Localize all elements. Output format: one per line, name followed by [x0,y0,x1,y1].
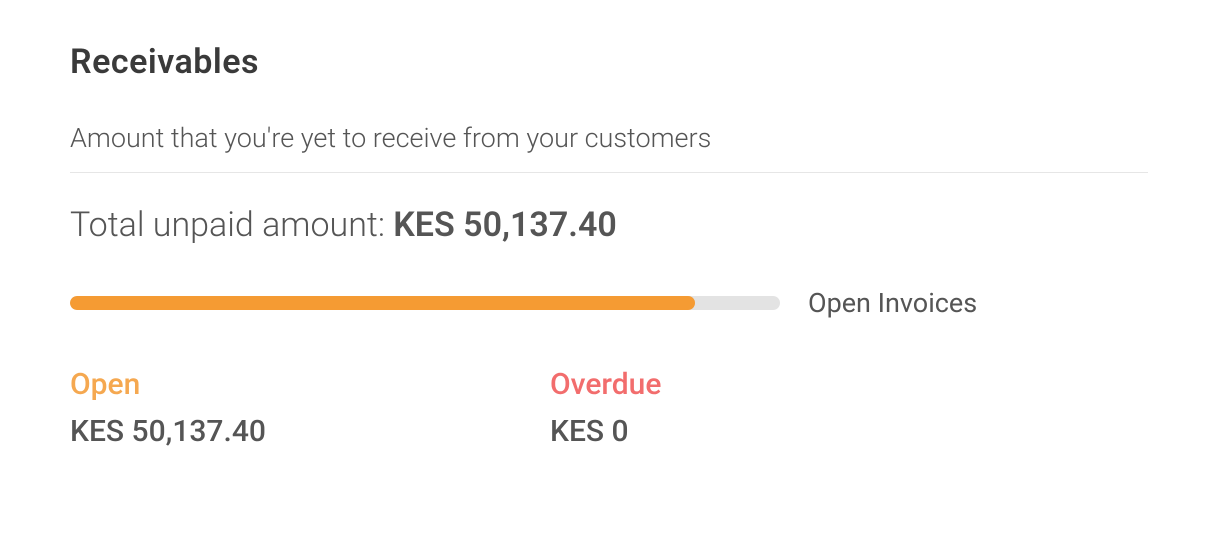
total-unpaid-row: Total unpaid amount: KES 50,137.40 [70,205,1148,245]
stat-overdue-label: Overdue [550,367,1148,402]
total-unpaid-amount: KES 50,137.40 [393,205,617,245]
page-title: Receivables [70,42,1148,82]
progress-row: Open Invoices [70,287,1148,319]
stat-open: Open KES 50,137.40 [70,367,550,449]
stats-row: Open KES 50,137.40 Overdue KES 0 [70,367,1148,449]
divider [70,172,1148,173]
progress-track [70,296,780,310]
progress-label[interactable]: Open Invoices [808,287,977,319]
progress-fill [70,296,695,310]
page-subtitle: Amount that you're yet to receive from y… [70,122,1148,154]
stat-open-label: Open [70,367,550,402]
stat-overdue: Overdue KES 0 [550,367,1148,449]
stat-overdue-value: KES 0 [550,414,1148,449]
total-unpaid-label: Total unpaid amount: [70,205,393,245]
stat-open-value: KES 50,137.40 [70,414,550,449]
